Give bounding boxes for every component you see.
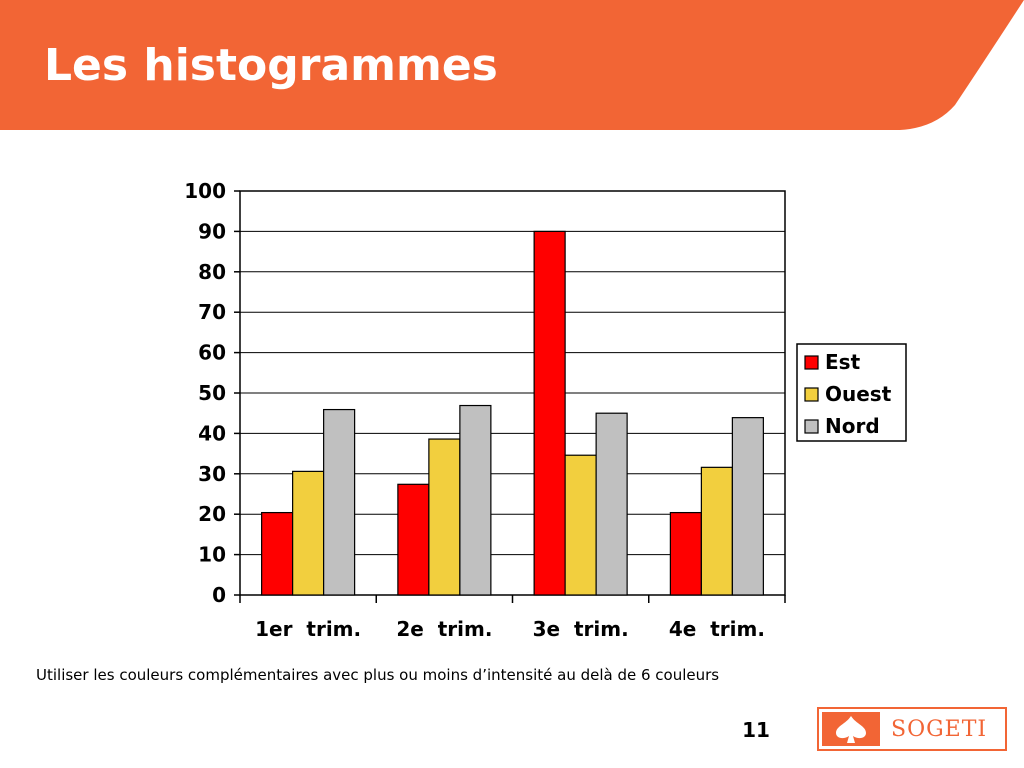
bar-est-2 <box>397 483 430 596</box>
legend-label-ouest: Ouest <box>825 382 892 406</box>
y-tick-label: 70 <box>198 300 226 324</box>
bar-est-3 <box>533 230 566 596</box>
bar-nord-2 <box>459 404 492 596</box>
bar-ouest-1 <box>292 470 325 596</box>
x-tick-label: 2e trim. <box>396 617 492 641</box>
y-tick-label: 60 <box>198 341 226 365</box>
bar-nord-4 <box>731 417 764 596</box>
slide-caption: Utiliser les couleurs complémentaires av… <box>36 666 720 684</box>
bar-nord-1 <box>323 408 356 596</box>
bar-chart: 0 10 20 30 40 50 60 70 80 90 100 1er trim. 2e trim. 3… <box>184 179 907 641</box>
bar-ouest-4 <box>700 466 733 596</box>
spade-icon <box>822 712 880 746</box>
x-tick-label: 1er trim. <box>255 617 361 641</box>
slide-header: Les histogrammes <box>0 0 1024 130</box>
y-tick-label: 40 <box>198 421 226 445</box>
y-tick-label: 80 <box>198 260 226 284</box>
y-tick-label: 20 <box>198 502 226 526</box>
y-tick-label: 50 <box>198 381 226 405</box>
legend-swatch-ouest <box>804 387 819 402</box>
page-number: 11 <box>742 718 770 742</box>
legend-label-est: Est <box>825 350 861 374</box>
y-tick-label: 100 <box>184 179 226 203</box>
bar-ouest-2 <box>428 438 461 596</box>
y-tick-label: 0 <box>212 583 226 607</box>
y-tick-label: 90 <box>198 219 226 243</box>
legend-swatch-est <box>804 355 819 370</box>
legend-label-nord: Nord <box>825 414 880 438</box>
header-banner <box>0 0 1024 130</box>
bar-est-1 <box>261 511 294 596</box>
y-tick-label: 10 <box>198 543 226 567</box>
slide-title: Les histogrammes <box>44 40 498 91</box>
bar-ouest-3 <box>564 454 597 596</box>
bar-est-4 <box>669 511 702 596</box>
logo-text: SOGETI <box>891 717 988 742</box>
sogeti-logo: SOGETI <box>817 707 1007 751</box>
y-tick-label: 30 <box>198 462 226 486</box>
legend-swatch-nord <box>804 419 819 434</box>
x-tick-label: 4e trim. <box>669 617 765 641</box>
bar-nord-3 <box>595 412 628 596</box>
x-tick-label: 3e trim. <box>533 617 629 641</box>
